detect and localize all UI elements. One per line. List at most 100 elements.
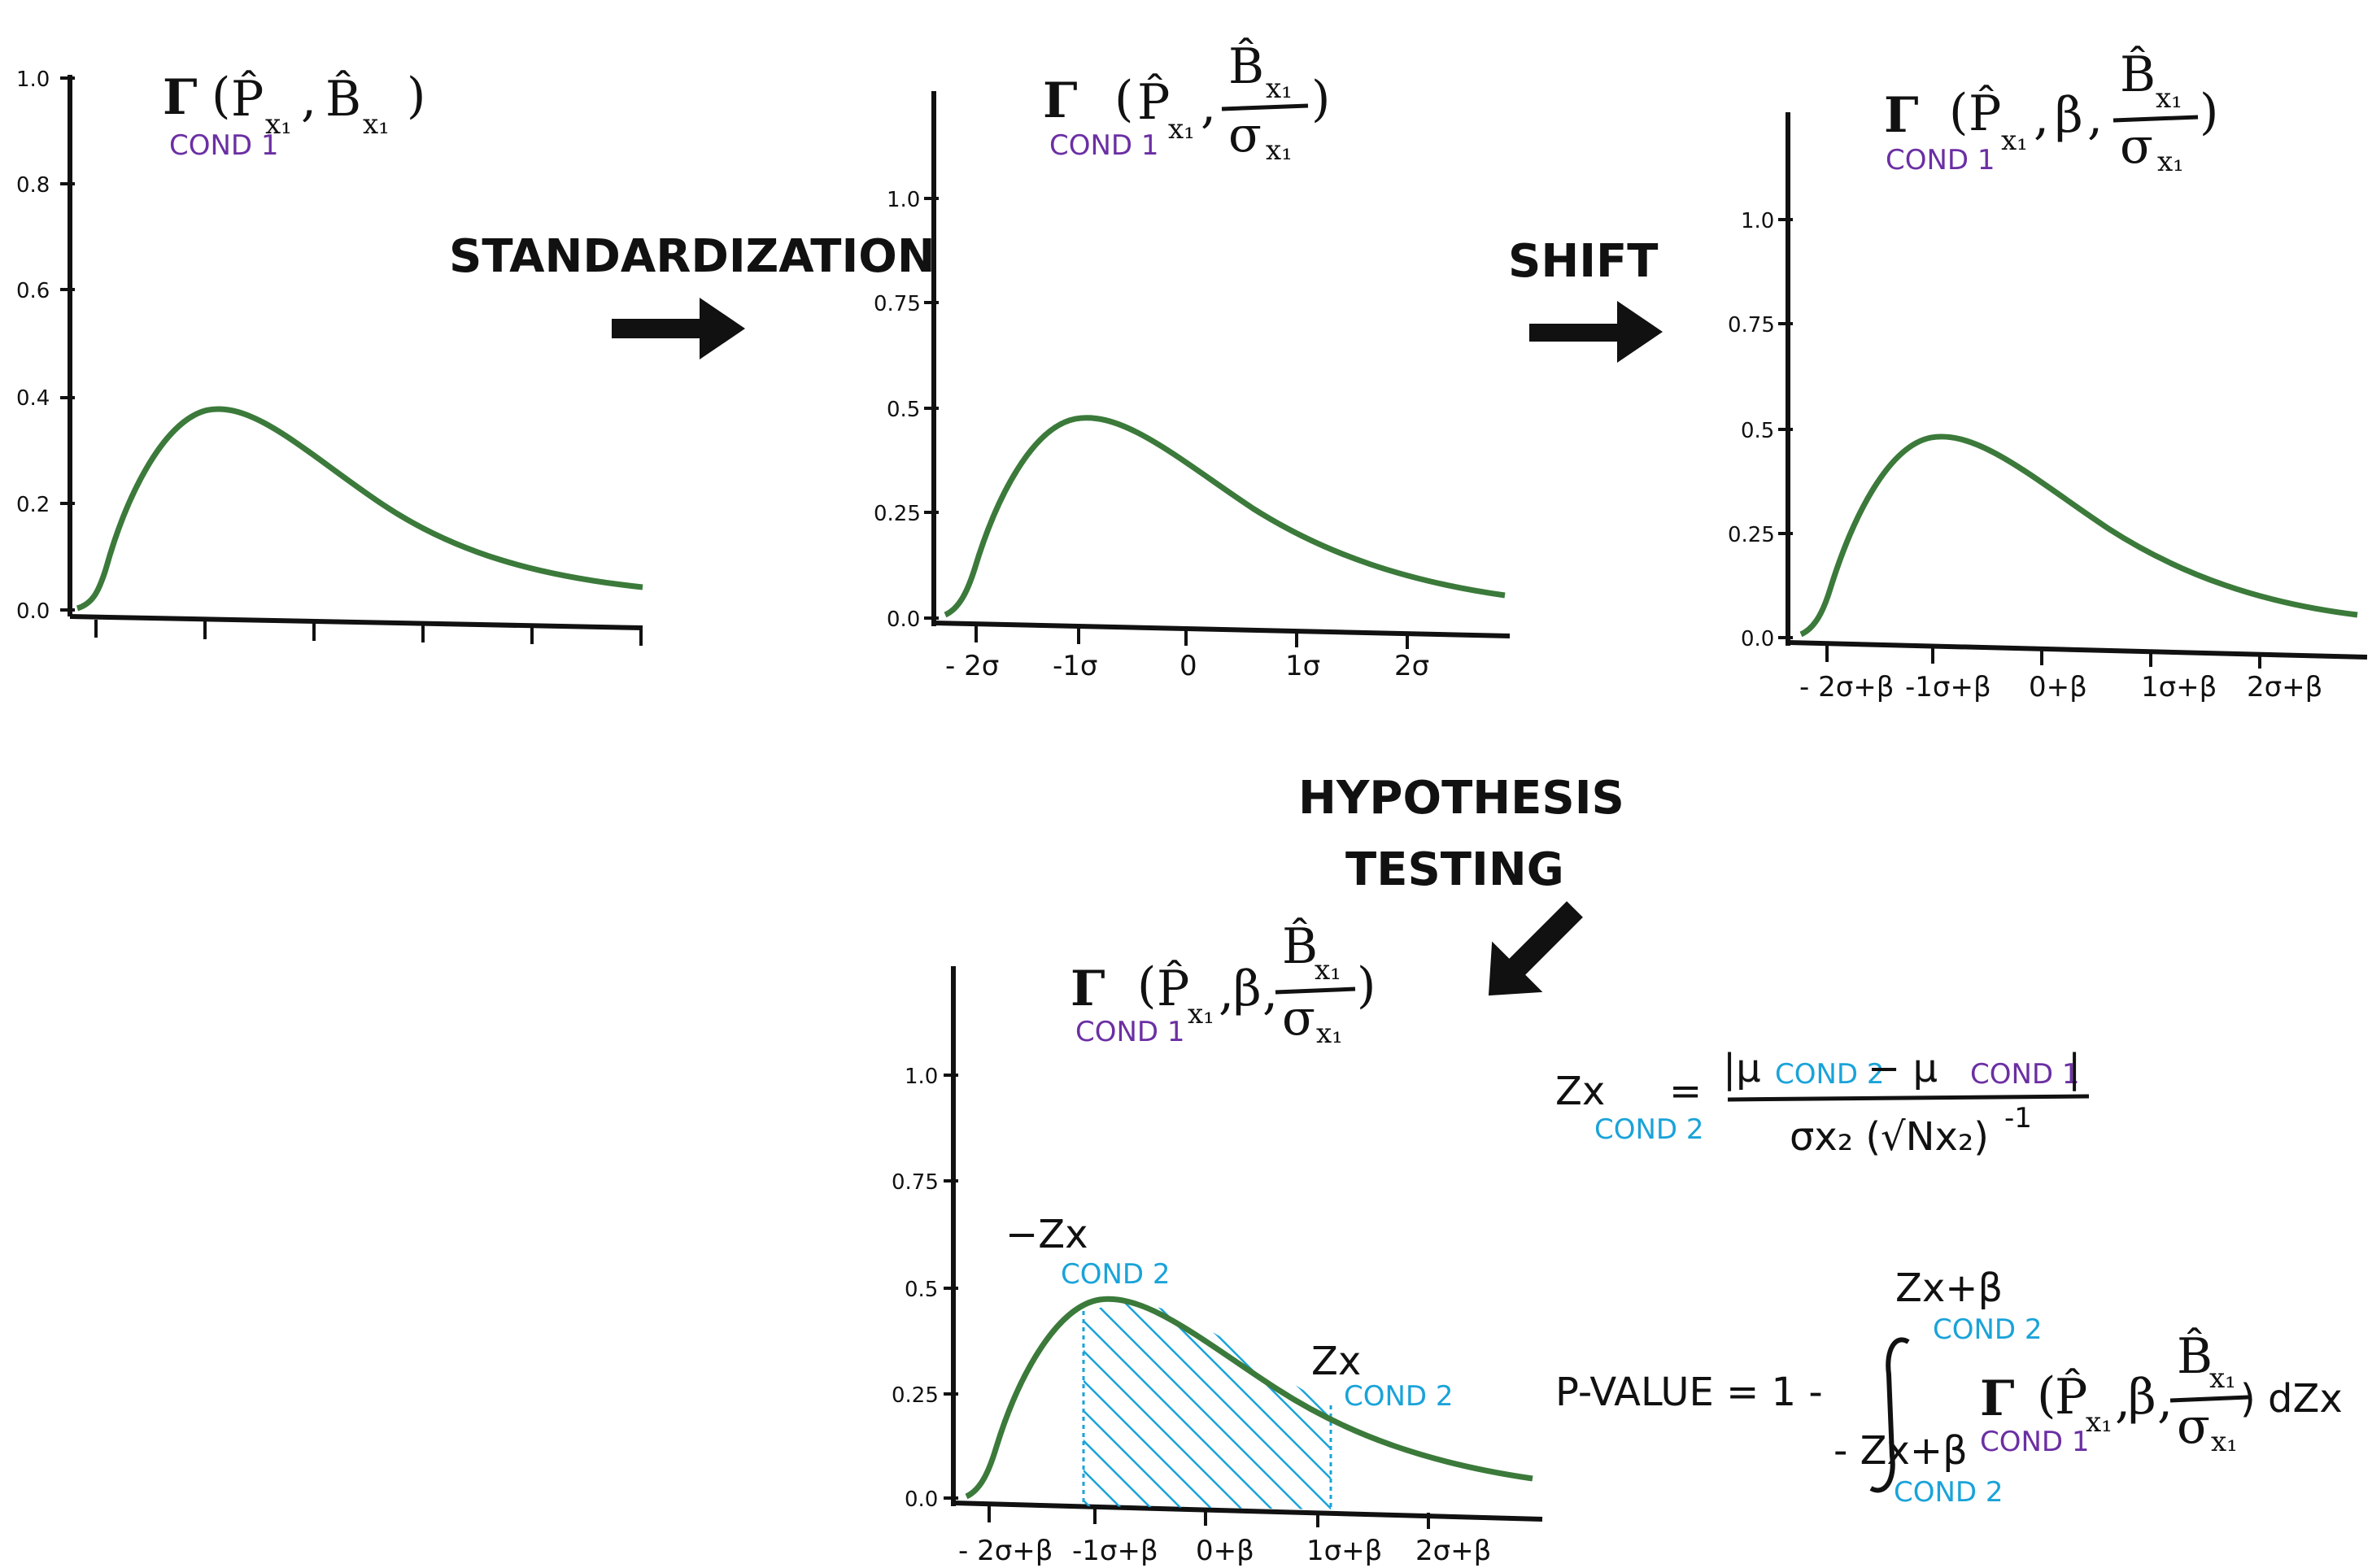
right-arrow-icon [612, 298, 745, 359]
svg-text:B̂: B̂ [2120, 46, 2156, 103]
svg-text:P̂: P̂ [1137, 73, 1170, 131]
integral-sign-icon [1869, 1337, 1910, 1493]
x-tick-label: - 2σ+β [1799, 671, 1894, 703]
svg-text:(: ( [1949, 84, 1968, 141]
panel-title: Γ ( P̂ x₁ , B̂ x₁ σ x₁ ) COND 1 [1043, 37, 1330, 167]
y-tick-label: 0.0 [1741, 627, 1774, 651]
y-tick-label: 1.0 [1741, 209, 1774, 233]
svg-text:,: , [1219, 964, 1234, 1021]
y-tick-label: 0.5 [887, 398, 920, 422]
distribution-curve [1799, 433, 2358, 638]
svg-text:,: , [2115, 1372, 2130, 1429]
x-tick-label: 0 [1179, 650, 1197, 682]
y-tick-label: 1.0 [905, 1065, 938, 1089]
svg-text:x₁: x₁ [1266, 72, 1293, 105]
shaded-rejection-area [1084, 1302, 1331, 1509]
x-axis [69, 614, 643, 630]
distribution-curve [944, 415, 1506, 618]
distribution-curve [76, 406, 643, 612]
x-axis [953, 1500, 1543, 1522]
svg-text:Γ: Γ [1980, 1370, 2015, 1427]
x-tick-label: 0+β [2029, 671, 2087, 703]
svg-text:): ) [1311, 71, 1330, 128]
svg-text:σx₂ (√Nx₂): σx₂ (√Nx₂) [1790, 1114, 1989, 1160]
x-tick-label: 1σ+β [1306, 1535, 1382, 1567]
fraction-bar [1221, 103, 1309, 111]
y-tick-label: 0.0 [16, 599, 50, 624]
svg-text:(: ( [211, 68, 230, 124]
x-ticks [988, 1506, 1430, 1529]
fraction-bar [2169, 1395, 2249, 1403]
x-ticks [975, 626, 1409, 649]
fraction-bar [2113, 115, 2199, 123]
svg-text:COND 2: COND 2 [1775, 1058, 1885, 1091]
x-tick-label: 2σ+β [1415, 1535, 1491, 1567]
y-tick-label: 0.75 [892, 1170, 939, 1195]
svg-text:x₁: x₁ [2086, 1406, 2113, 1439]
svg-text:|μ: |μ [1723, 1046, 1761, 1091]
testing-label: TESTING [1345, 843, 1564, 896]
svg-text:,: , [2087, 89, 2103, 146]
svg-text:P̂: P̂ [2055, 1368, 2087, 1426]
hypothesis-label: HYPOTHESIS [1298, 772, 1624, 825]
svg-text:Γ: Γ [1070, 960, 1105, 1017]
svg-text:− μ: − μ [1868, 1046, 1938, 1091]
svg-text:COND 2: COND 2 [1061, 1258, 1171, 1291]
y-tick-label: 0.0 [905, 1487, 938, 1512]
svg-text:x₁: x₁ [2209, 1362, 2236, 1395]
svg-text:x₁: x₁ [265, 108, 292, 141]
svg-text:): ) [407, 68, 425, 124]
shift-label: SHIFT [1508, 235, 1659, 288]
svg-text:x₁: x₁ [2001, 124, 2028, 157]
svg-text:β: β [1233, 960, 1262, 1017]
svg-text:B̂: B̂ [1228, 37, 1264, 95]
svg-text:Zx: Zx [1555, 1069, 1605, 1114]
svg-text:,: , [2034, 89, 2049, 146]
y-tick-label: 0.75 [1728, 313, 1775, 338]
svg-text:x₁: x₁ [2157, 146, 2184, 178]
panel-gamma-distribution: 0.0 0.2 0.4 0.6 0.8 1.0 Γ ( P̂ x₁ , B̂ x… [16, 68, 643, 646]
svg-text:x₁: x₁ [1188, 998, 1214, 1030]
svg-text:): ) [2200, 84, 2218, 141]
panel-hypothesis: 0.0 0.25 0.5 0.75 1.0 - 2σ+β -1σ+β 0+β 1… [892, 917, 1543, 1567]
svg-text:x₁: x₁ [1168, 113, 1195, 146]
cond1-label: COND 1 [1075, 1016, 1185, 1048]
fraction-bar [1727, 1094, 2090, 1102]
y-tick-label: 1.0 [16, 68, 50, 92]
arrow-standardization: STANDARDIZATION [449, 230, 935, 359]
panel-title: Γ ( P̂ x₁ , β , B̂ x₁ σ x₁ ) COND 1 [1070, 917, 1376, 1050]
x-tick-label: -1σ+β [1905, 671, 1991, 703]
p-value-equation: P-VALUE = 1 - Zx+β COND 2 - Zx+β COND 2 … [1555, 1265, 2343, 1509]
x-tick-label: -1σ [1053, 650, 1097, 682]
svg-text:|: | [2068, 1046, 2081, 1091]
y-tick-label: 0.8 [16, 173, 50, 198]
svg-text:- Zx+β: - Zx+β [1834, 1428, 1968, 1474]
x-tick-label: 2σ+β [2247, 671, 2322, 703]
x-axis [1787, 640, 2368, 660]
p-hat: P̂ [231, 70, 264, 128]
svg-text:−Zx: −Zx [1005, 1212, 1088, 1257]
cond1-label: COND 1 [169, 129, 279, 162]
z-annotation: Zx COND 2 [1311, 1339, 1454, 1413]
svg-text:,: , [1262, 964, 1278, 1021]
svg-text:COND 2: COND 2 [1933, 1313, 2043, 1346]
svg-text:(: ( [2037, 1367, 2056, 1424]
svg-text:COND 1: COND 1 [1970, 1058, 2080, 1091]
svg-text:COND 2: COND 2 [1894, 1476, 2004, 1509]
svg-text:Γ: Γ [1043, 72, 1078, 129]
y-ticks: 0.0 0.2 0.4 0.6 0.8 1.0 [16, 68, 75, 624]
y-tick-label: 0.25 [874, 502, 921, 526]
y-tick-label: 0.6 [16, 279, 50, 303]
svg-text:): ) [1357, 957, 1376, 1014]
z-score-equation: Zx COND 2 = |μ COND 2 − μ COND 1 | σx₂ (… [1555, 1046, 2090, 1160]
x-tick-label: -1σ+β [1072, 1535, 1158, 1567]
x-tick-label: 1σ [1285, 650, 1320, 682]
svg-text:COND 1: COND 1 [1980, 1426, 2090, 1458]
cond1-label: COND 1 [1049, 129, 1159, 162]
neg-z-annotation: −Zx COND 2 [1005, 1212, 1171, 1291]
y-tick-label: 0.4 [16, 386, 50, 411]
right-arrow-icon [1529, 301, 1663, 363]
svg-text:COND 2: COND 2 [1594, 1113, 1704, 1146]
svg-text:,: , [2157, 1372, 2173, 1429]
svg-text:σ: σ [2177, 1398, 2210, 1455]
